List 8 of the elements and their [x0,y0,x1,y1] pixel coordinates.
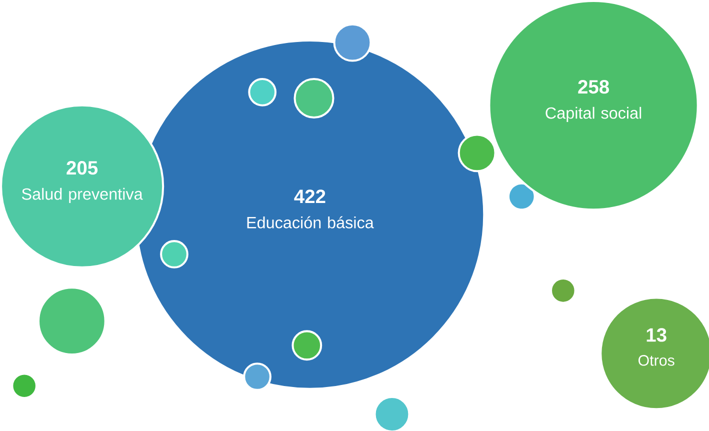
category-label: Salud preventiva [22,188,143,203]
data-label: 13 [646,328,666,342]
data-label: 258 [578,80,609,94]
data-label: 422 [294,189,326,203]
category-label: Capital social [546,106,642,122]
category-label: Educación básica [247,216,374,228]
category-label: Otros [638,354,674,366]
data-label: 205 [66,160,98,174]
